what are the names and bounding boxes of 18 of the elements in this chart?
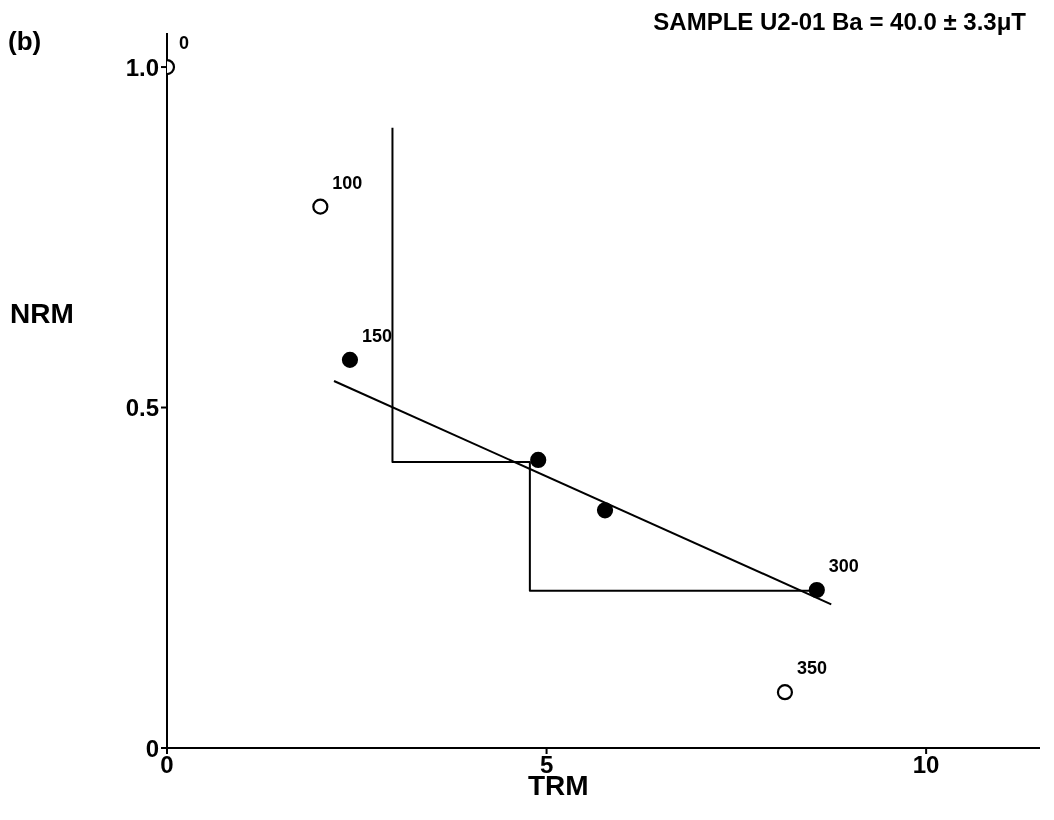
point: [808, 581, 825, 599]
annotation: 150: [361, 325, 392, 346]
y-tick-label: 0.5: [125, 394, 159, 422]
annotation: 0: [179, 33, 190, 54]
y-tick-label: 1.0: [125, 53, 159, 81]
x-tick-label: 10: [912, 751, 940, 779]
y-tick-label: 0: [145, 734, 159, 762]
annotation: 350: [796, 658, 827, 679]
point: [596, 502, 614, 519]
y-axis-title: NRM: [10, 298, 74, 330]
point: [341, 351, 359, 368]
point: [776, 684, 794, 701]
chart-title: SAMPLE U2-01 Ba = 40.0 ± 3.3μT: [653, 8, 1026, 36]
point: [312, 198, 329, 215]
annotation: 300: [828, 556, 859, 577]
point: [530, 451, 547, 469]
text: (b): [8, 26, 42, 57]
annotation: 100: [332, 172, 363, 193]
